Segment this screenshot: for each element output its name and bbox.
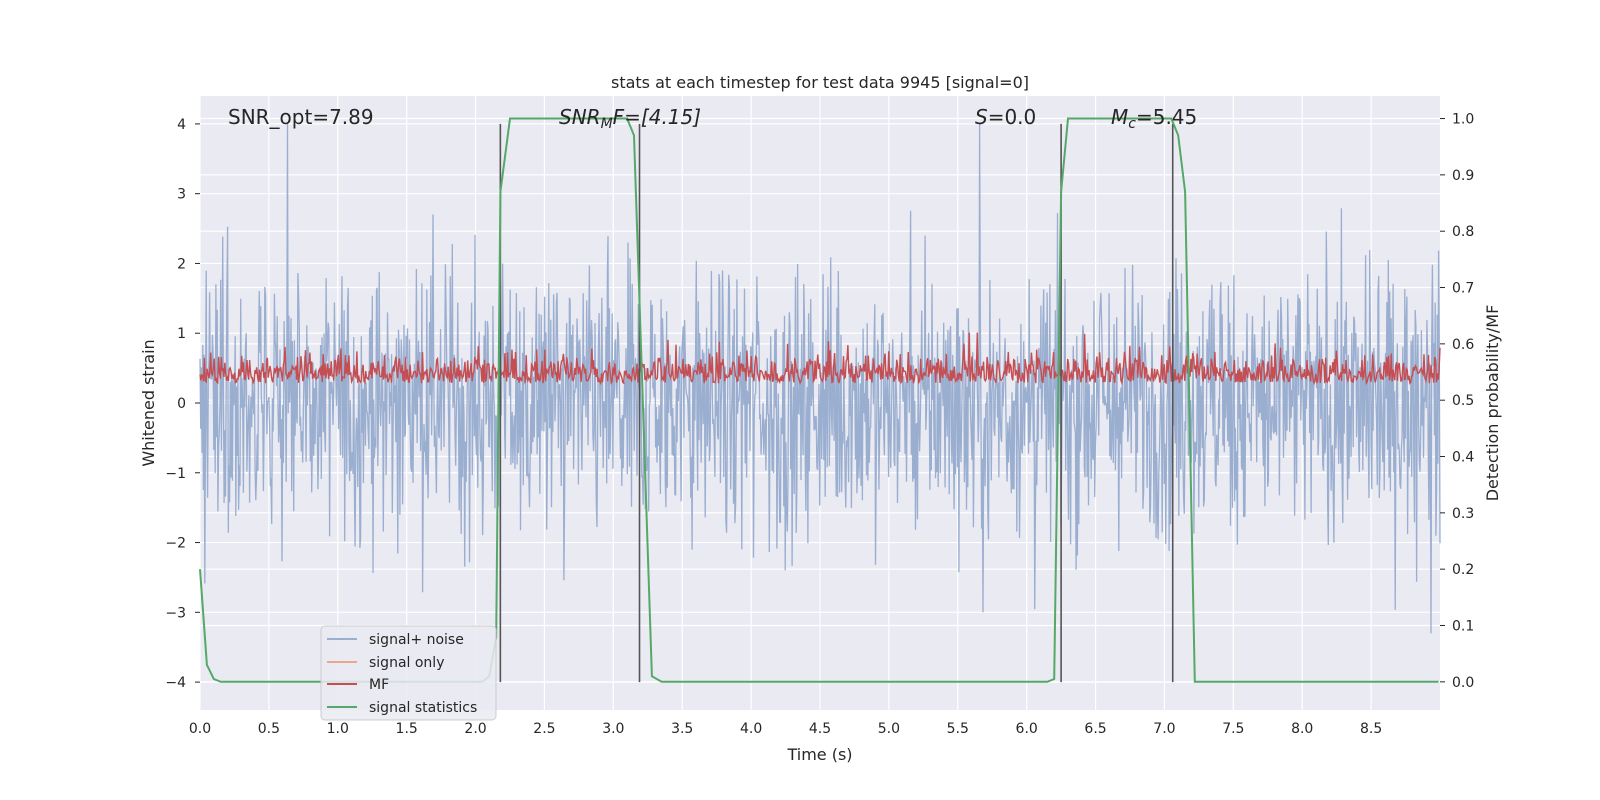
signal-statistics-line bbox=[199, 117, 1439, 683]
legend-label-stat: signal statistics bbox=[369, 700, 477, 716]
x-tick-label: 0.0 bbox=[189, 721, 211, 737]
x-tick-label: 4.0 bbox=[740, 721, 762, 737]
legend-label-signal-only: signal only bbox=[369, 655, 444, 671]
legend: signal+ noise signal only MF signal stat… bbox=[320, 625, 497, 721]
series-mf bbox=[199, 332, 1441, 386]
legend-label-noise: signal+ noise bbox=[369, 632, 464, 648]
x-axis-label: Time (s) bbox=[786, 745, 852, 764]
x-tick-label: 5.0 bbox=[878, 721, 900, 737]
y-left-tick-label: 1 bbox=[177, 326, 186, 342]
annotation-mc-value: =5.45 bbox=[1136, 105, 1197, 129]
legend-box bbox=[320, 625, 497, 721]
annotation-mc-sub: c bbox=[1128, 116, 1136, 132]
y-axis-label-right: Detection probability/MF bbox=[1483, 305, 1502, 502]
x-tick-label: 0.5 bbox=[258, 721, 280, 737]
y-right-tick-label: 0.5 bbox=[1452, 393, 1474, 409]
annotation-s-label: S bbox=[975, 105, 988, 129]
y-right-tick-label: 0.7 bbox=[1452, 281, 1474, 297]
x-tick-label: 5.5 bbox=[947, 721, 969, 737]
x-tick-label: 6.5 bbox=[1084, 721, 1106, 737]
y-left-tick-label: 4 bbox=[177, 117, 186, 133]
y-right-tick-label: 0.4 bbox=[1452, 450, 1474, 466]
mf-line bbox=[199, 332, 1441, 386]
x-tick-label: 3.5 bbox=[671, 721, 693, 737]
legend-label-mf: MF bbox=[369, 677, 389, 693]
x-tick-label: 6.0 bbox=[1016, 721, 1038, 737]
annotation-snr-opt: SNR_opt=7.89 bbox=[228, 105, 374, 129]
annotation-s: S=0.0 bbox=[975, 105, 1036, 129]
y-axis-label-left: Whitened strain bbox=[139, 339, 158, 466]
y-right-tick-label: 0.1 bbox=[1452, 619, 1474, 635]
y-right-tick-label: 0.8 bbox=[1452, 224, 1474, 240]
annotation-snr-mf-main: SNR bbox=[559, 105, 601, 129]
annotation-s-value: =0.0 bbox=[988, 105, 1037, 129]
y-left-tick-label: −3 bbox=[165, 605, 186, 621]
annotation-mc: Mc=5.45 bbox=[1111, 105, 1197, 132]
annotation-snr-mf: SNRMF=[4.15] bbox=[559, 105, 701, 132]
x-tick-label: 7.0 bbox=[1153, 721, 1175, 737]
y-left-tick-label: −1 bbox=[165, 466, 186, 482]
y-right-tick-label: 0.6 bbox=[1452, 337, 1474, 353]
series-signal-plus-noise bbox=[199, 123, 1441, 634]
x-tick-label: 8.5 bbox=[1360, 721, 1382, 737]
y-right-tick-label: 1.0 bbox=[1452, 112, 1474, 128]
y-left-tick-label: −2 bbox=[165, 536, 186, 552]
y-left-tick-label: 3 bbox=[177, 187, 186, 203]
y-left-tick-label: −4 bbox=[165, 675, 186, 691]
annotation-snr-mf-rest: F=[4.15] bbox=[613, 105, 701, 129]
x-tick-label: 1.5 bbox=[396, 721, 418, 737]
chart-title: stats at each timestep for test data 994… bbox=[611, 73, 1029, 92]
series-signal-statistics bbox=[199, 117, 1439, 683]
annotation-snr-mf-sub: M bbox=[601, 116, 613, 132]
signal-plus-noise-line bbox=[199, 123, 1441, 634]
y-right-tick-label: 0.2 bbox=[1452, 562, 1474, 578]
x-tick-label: 7.5 bbox=[1222, 721, 1244, 737]
annotation-mc-main: M bbox=[1111, 105, 1128, 129]
x-tick-label: 2.0 bbox=[464, 721, 486, 737]
ticks: 0.0 0.5 1.0 1.5 2.0 2.5 3.0 3.5 4.0 4.5 5.0 5.5 6.0 6… bbox=[165, 112, 1474, 737]
y-right-tick-label: 0.3 bbox=[1452, 506, 1474, 522]
x-tick-label: 4.5 bbox=[809, 721, 831, 737]
x-tick-label: 2.5 bbox=[533, 721, 555, 737]
x-tick-label: 8.0 bbox=[1291, 721, 1313, 737]
y-left-tick-label: 0 bbox=[177, 396, 186, 412]
y-left-tick-label: 2 bbox=[177, 256, 186, 272]
x-tick-label: 1.0 bbox=[327, 721, 349, 737]
x-tick-label: 3.0 bbox=[602, 721, 624, 737]
y-right-tick-label: 0.9 bbox=[1452, 168, 1474, 184]
y-right-tick-label: 0.0 bbox=[1452, 675, 1474, 691]
